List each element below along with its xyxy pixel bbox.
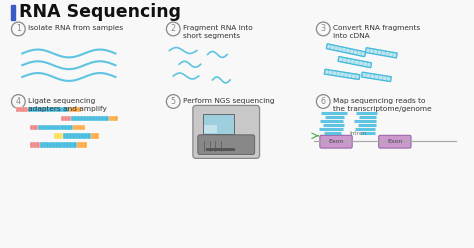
Polygon shape (338, 57, 372, 68)
Bar (77, 142, 87, 148)
Polygon shape (324, 69, 360, 80)
Polygon shape (326, 44, 365, 57)
Text: 4: 4 (16, 97, 21, 106)
Bar (71, 116, 109, 121)
Bar (30, 124, 38, 130)
Text: Exon: Exon (328, 139, 344, 144)
Bar (64, 133, 91, 139)
Text: 2: 2 (171, 25, 176, 33)
Bar (17, 107, 28, 112)
Text: 6: 6 (321, 97, 326, 106)
Text: Isolate RNA from samples: Isolate RNA from samples (28, 25, 123, 31)
Bar (91, 133, 99, 139)
Bar (62, 116, 71, 121)
Text: Fragment RNA into
short segments: Fragment RNA into short segments (183, 25, 253, 39)
Polygon shape (365, 48, 397, 58)
Text: Map sequencing reads to
the transcriptome/genome: Map sequencing reads to the transcriptom… (333, 97, 432, 112)
Text: Ligate sequencing
adapters and amplify: Ligate sequencing adapters and amplify (28, 97, 107, 112)
Polygon shape (362, 72, 392, 82)
Text: Perform NGS sequencing: Perform NGS sequencing (183, 97, 274, 104)
Bar (38, 124, 73, 130)
Text: Intron: Intron (349, 131, 366, 136)
Bar (30, 142, 40, 148)
Text: Exon: Exon (387, 139, 402, 144)
Bar (11, 5, 16, 20)
Bar (54, 133, 64, 139)
Bar (40, 142, 77, 148)
Text: 3: 3 (321, 25, 326, 33)
Text: Convert RNA fragments
into cDNA: Convert RNA fragments into cDNA (333, 25, 420, 39)
Text: 5: 5 (171, 97, 176, 106)
Bar (204, 125, 218, 133)
FancyBboxPatch shape (193, 105, 260, 158)
FancyBboxPatch shape (379, 135, 411, 148)
Bar (206, 148, 235, 151)
Text: 1: 1 (16, 25, 21, 33)
Text: RNA Sequencing: RNA Sequencing (19, 3, 182, 21)
Bar (203, 114, 234, 134)
Bar (28, 107, 69, 112)
Bar (109, 116, 118, 121)
Bar (73, 124, 85, 130)
Bar (69, 107, 81, 112)
FancyBboxPatch shape (320, 135, 352, 148)
FancyBboxPatch shape (198, 135, 255, 155)
